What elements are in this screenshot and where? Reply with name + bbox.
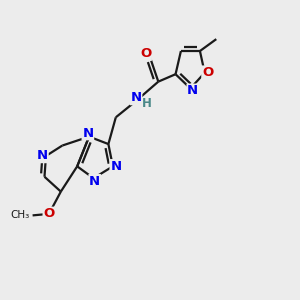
Text: N: N: [187, 84, 198, 98]
Text: N: N: [82, 127, 93, 140]
Text: N: N: [110, 160, 122, 173]
Text: O: O: [140, 47, 151, 60]
Text: O: O: [202, 66, 213, 79]
Text: N: N: [37, 149, 48, 162]
Text: N: N: [89, 175, 100, 188]
Text: N: N: [130, 92, 142, 104]
Text: CH₃: CH₃: [11, 210, 30, 220]
Text: H: H: [142, 98, 152, 110]
Text: O: O: [43, 207, 55, 220]
